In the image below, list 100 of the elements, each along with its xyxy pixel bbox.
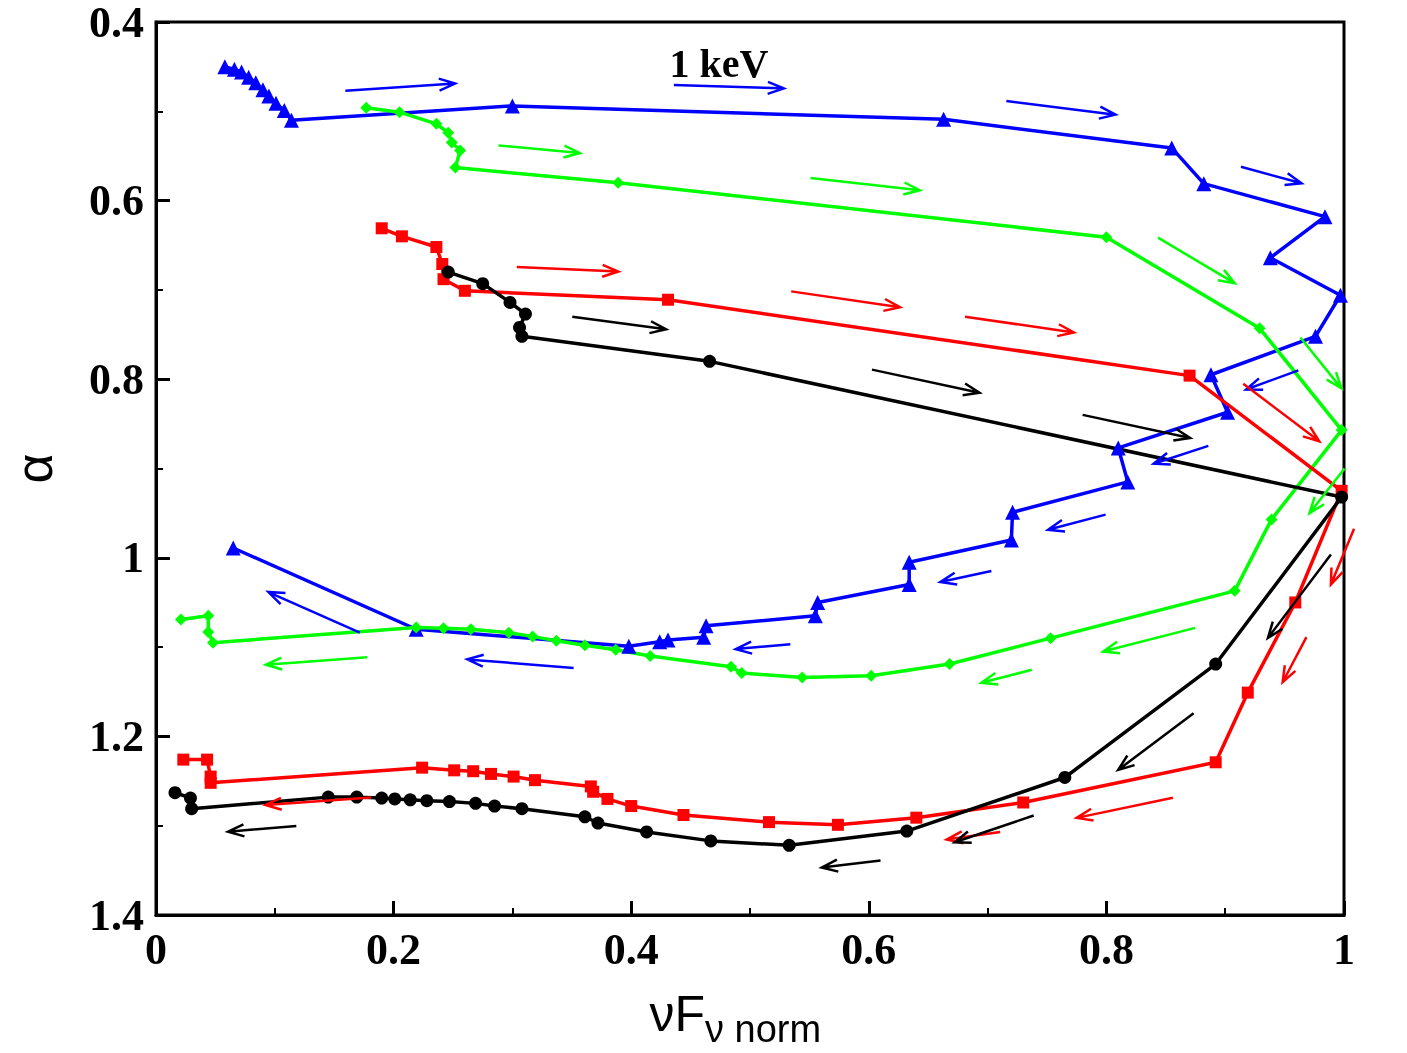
point bbox=[609, 643, 622, 656]
point bbox=[591, 816, 605, 830]
y-tick-label: 1.4 bbox=[89, 890, 144, 940]
point bbox=[449, 161, 462, 174]
point bbox=[476, 277, 490, 291]
point bbox=[1317, 209, 1333, 225]
point bbox=[276, 102, 292, 118]
point bbox=[763, 816, 776, 829]
point bbox=[185, 802, 199, 816]
point bbox=[1120, 474, 1136, 490]
point bbox=[662, 293, 675, 306]
point bbox=[865, 669, 878, 682]
text: 1 keV bbox=[669, 40, 769, 86]
point bbox=[584, 780, 597, 793]
point bbox=[528, 774, 541, 787]
point bbox=[1265, 513, 1278, 526]
point bbox=[388, 792, 402, 806]
point bbox=[943, 658, 956, 671]
point bbox=[403, 793, 417, 807]
point bbox=[448, 764, 461, 777]
x-tick-label: 0.2 bbox=[366, 924, 422, 974]
point bbox=[578, 639, 591, 652]
point bbox=[1044, 632, 1057, 645]
point bbox=[469, 796, 483, 810]
point bbox=[204, 770, 217, 783]
y-tick-label: 1.2 bbox=[89, 711, 144, 761]
point bbox=[1203, 367, 1219, 383]
point bbox=[1183, 369, 1196, 382]
point bbox=[201, 753, 214, 766]
point bbox=[1228, 584, 1241, 597]
point bbox=[724, 660, 737, 673]
point bbox=[1209, 657, 1223, 671]
point bbox=[901, 577, 917, 593]
point bbox=[526, 630, 539, 643]
point bbox=[454, 144, 467, 157]
point bbox=[420, 794, 434, 808]
point bbox=[1058, 770, 1072, 784]
point bbox=[936, 111, 952, 127]
point bbox=[1332, 287, 1348, 303]
point bbox=[504, 98, 520, 114]
x-tick-label: 0.6 bbox=[841, 924, 897, 974]
point bbox=[458, 284, 471, 297]
point bbox=[550, 634, 563, 647]
point bbox=[1220, 404, 1236, 420]
point bbox=[518, 307, 532, 321]
point bbox=[488, 799, 502, 813]
point bbox=[677, 808, 690, 821]
point bbox=[703, 354, 717, 368]
point bbox=[1005, 504, 1021, 520]
point bbox=[910, 811, 923, 824]
point bbox=[395, 230, 408, 243]
point bbox=[1196, 176, 1212, 192]
y-tick-label: 1 bbox=[122, 533, 144, 583]
point bbox=[217, 59, 233, 75]
point bbox=[810, 594, 826, 610]
point bbox=[283, 112, 299, 128]
point bbox=[360, 101, 373, 114]
point bbox=[782, 838, 796, 852]
point bbox=[375, 222, 388, 235]
point bbox=[168, 786, 182, 800]
x-tick-label: 0.8 bbox=[1078, 924, 1134, 974]
point bbox=[442, 126, 455, 139]
point bbox=[807, 608, 823, 624]
point bbox=[621, 638, 637, 654]
point bbox=[831, 818, 844, 831]
y-axis-title: α bbox=[5, 453, 63, 484]
point bbox=[1262, 250, 1278, 266]
point bbox=[1164, 140, 1180, 156]
point bbox=[442, 795, 456, 809]
y-tick-label: 0.8 bbox=[89, 354, 144, 404]
point bbox=[1307, 328, 1323, 344]
point bbox=[1335, 424, 1348, 437]
point bbox=[1110, 440, 1126, 456]
point bbox=[515, 329, 529, 343]
point bbox=[430, 241, 443, 254]
point bbox=[900, 824, 914, 838]
point bbox=[1017, 796, 1030, 809]
point bbox=[485, 767, 498, 780]
point bbox=[1100, 231, 1113, 244]
point bbox=[430, 117, 443, 130]
point bbox=[578, 810, 592, 824]
x-tick-label: 1 bbox=[1333, 924, 1355, 974]
point bbox=[416, 761, 429, 774]
point bbox=[375, 791, 389, 805]
point bbox=[393, 106, 406, 119]
point bbox=[507, 770, 520, 783]
point bbox=[1241, 686, 1254, 699]
point bbox=[177, 753, 190, 766]
x-axis-title: νF$_{ν norm}$ bbox=[649, 985, 822, 1051]
point bbox=[698, 618, 714, 634]
point bbox=[901, 554, 917, 570]
point bbox=[601, 792, 614, 805]
point bbox=[735, 667, 748, 679]
point bbox=[640, 825, 654, 839]
y-tick-label: 0.6 bbox=[89, 176, 144, 226]
x-tick-label: 0.4 bbox=[603, 924, 659, 974]
y-tick-label: 0.4 bbox=[89, 0, 144, 47]
point bbox=[202, 609, 215, 622]
point bbox=[515, 802, 529, 816]
point bbox=[1335, 490, 1349, 504]
